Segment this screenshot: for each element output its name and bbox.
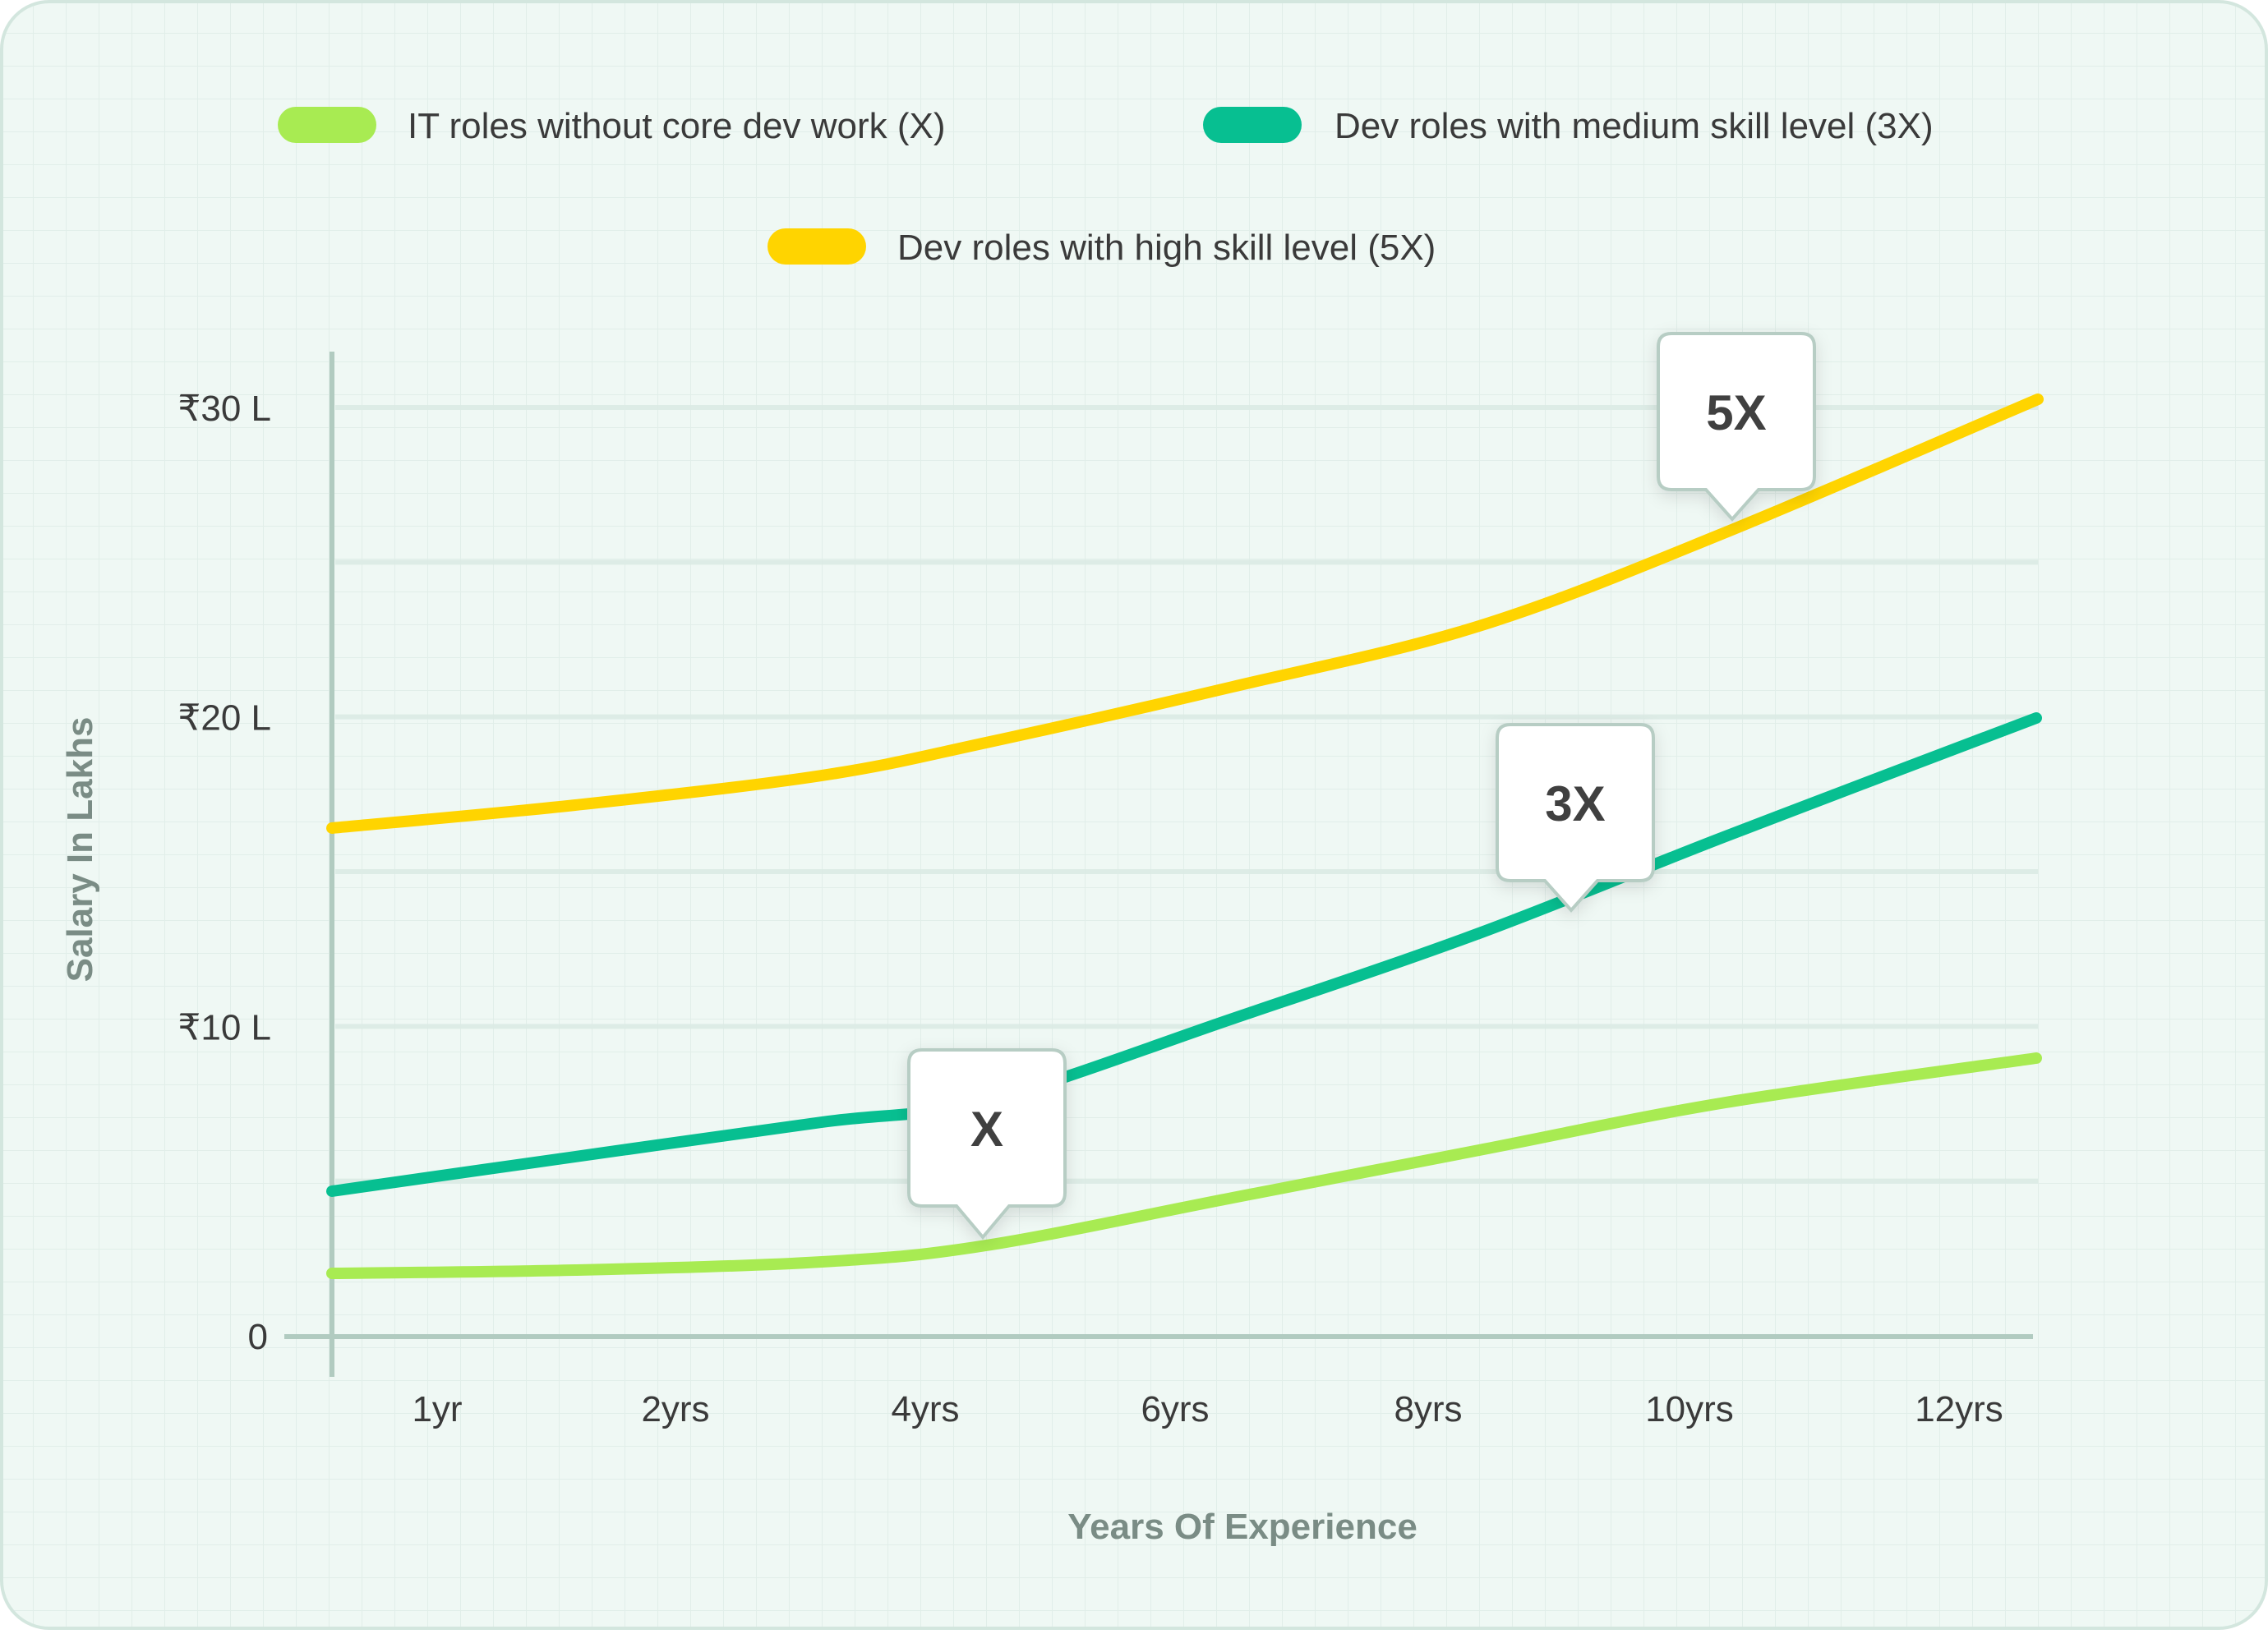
legend-item-2: Dev roles with medium skill level (3X) xyxy=(1203,106,1934,146)
callout-label: X xyxy=(970,1102,1003,1157)
y-tick-label: ₹10 L xyxy=(177,1007,271,1047)
series-line-3 xyxy=(326,394,2044,834)
series-line-1 xyxy=(326,1052,2042,1279)
x-tick-labels: 1yr 2yrs 4yrs 6yrs 8yrs 10yrs 12yrs xyxy=(412,1389,2003,1429)
callouts: X 3X 5X xyxy=(907,332,1816,1240)
x-tick-label-6yrs: 6yrs xyxy=(1141,1389,1209,1429)
y-tick-label: 0 xyxy=(248,1317,268,1357)
series-line-2 xyxy=(326,712,2042,1197)
callout-label: 5X xyxy=(1706,385,1766,440)
x-tick-label-12yrs: 12yrs xyxy=(1915,1389,2003,1429)
legend-swatch xyxy=(1203,107,1302,143)
axes xyxy=(284,352,2033,1377)
legend-swatch xyxy=(278,107,376,143)
y-axis-title: Salary In Lakhs xyxy=(60,717,100,983)
x-tick-label-4yrs: 4yrs xyxy=(891,1389,959,1429)
y-tick-label: ₹30 L xyxy=(177,389,271,429)
series-lines xyxy=(326,394,2044,1279)
callout-box xyxy=(1657,332,1816,522)
y-tick-label: ₹20 L xyxy=(177,698,271,739)
callout-3x: 3X xyxy=(1496,723,1655,914)
callout-5x: 5X xyxy=(1657,332,1816,522)
x-tick-label-10yrs: 10yrs xyxy=(1645,1389,1734,1429)
x-tick-label-2yrs: 2yrs xyxy=(641,1389,709,1429)
legend: IT roles without core dev work (X) Dev ro… xyxy=(278,106,1934,268)
legend-label: Dev roles with high skill level (5X) xyxy=(897,228,1436,268)
legend-label: IT roles without core dev work (X) xyxy=(408,106,946,146)
callout-x: X xyxy=(907,1048,1067,1240)
x-tick-label-8yrs: 8yrs xyxy=(1394,1389,1462,1429)
legend-swatch xyxy=(768,228,866,265)
callout-box xyxy=(907,1048,1067,1240)
legend-item-1: IT roles without core dev work (X) xyxy=(278,106,946,146)
callout-label: 3X xyxy=(1545,776,1605,831)
legend-label: Dev roles with medium skill level (3X) xyxy=(1335,106,1934,146)
x-axis-title: Years Of Experience xyxy=(1067,1507,1418,1547)
y-tick-labels: 0 ₹10 L ₹20 L ₹30 L xyxy=(177,389,271,1357)
callout-box xyxy=(1496,723,1655,914)
legend-item-3: Dev roles with high skill level (5X) xyxy=(768,228,1436,268)
x-tick-label-1yr: 1yr xyxy=(412,1389,462,1429)
